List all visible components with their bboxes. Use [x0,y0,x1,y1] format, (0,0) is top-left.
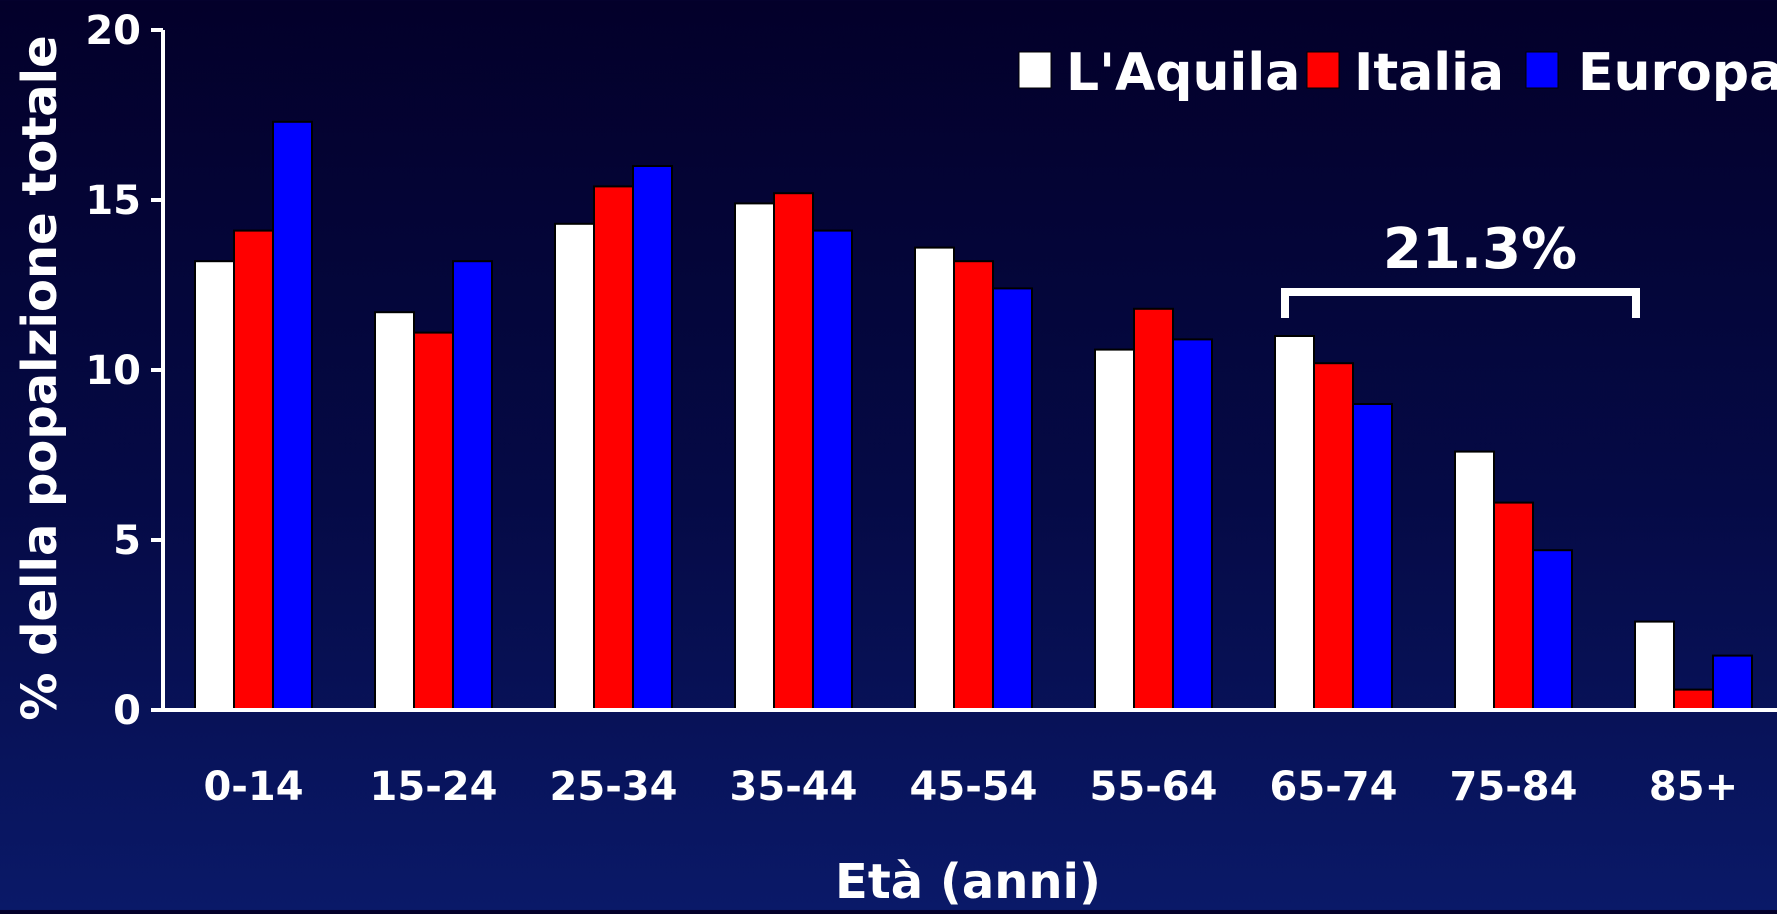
bar-laquila-55-64 [1094,348,1135,711]
bar-italia-75-84 [1493,501,1534,711]
bar-italia-55-64 [1133,307,1174,711]
x-category-label: 15-24 [370,764,498,810]
legend-label: Italia [1354,43,1504,103]
x-category-label: 55-64 [1090,764,1218,810]
bar-europa-75-84 [1532,549,1573,712]
x-category-label: 75-84 [1450,764,1578,810]
x-category-label: 35-44 [730,764,858,810]
legend-swatch-laquila [1018,51,1052,89]
bar-laquila-15-24 [374,311,415,711]
annotation-bracket-line [1281,288,1640,318]
legend-swatch-europa [1525,51,1559,89]
bar-laquila-0-14 [194,260,235,711]
y-tick-label: 10 [85,348,141,394]
x-category-label: 85+ [1649,764,1738,810]
bar-europa-55-64 [1172,338,1213,711]
bar-europa-0-14 [272,120,313,712]
bar-laquila-35-44 [734,202,775,711]
legend-label: Europa [1578,43,1777,103]
annotation-label: 21.3% [1383,217,1577,282]
x-category-label: 25-34 [550,764,678,810]
x-category-label: 0-14 [203,764,303,810]
y-tick-label: 0 [113,688,141,734]
bars-layer [194,120,1753,712]
legend: L'Aquila Italia Europa [1018,43,1777,103]
legend-label: L'Aquila [1066,43,1300,103]
y-tick-label: 15 [85,178,141,224]
y-tick-label: 5 [113,518,141,564]
legend-swatch-italia [1306,51,1340,89]
bar-laquila-25-34 [554,222,595,712]
bar-europa-45-54 [992,287,1033,711]
bar-europa-35-44 [812,229,853,711]
bar-italia-35-44 [773,192,814,711]
x-axis-title: Età (anni) [835,854,1101,910]
y-tick-label: 20 [85,8,141,54]
bar-europa-15-24 [452,260,493,711]
bar-laquila-85plus [1634,620,1675,711]
x-category-label: 45-54 [910,764,1038,810]
bar-laquila-75-84 [1454,450,1495,711]
bar-laquila-65-74 [1274,335,1315,711]
bar-europa-65-74 [1352,403,1393,711]
y-ticks: 0 5 10 15 20 [85,8,163,734]
bar-italia-15-24 [413,331,454,711]
bar-europa-25-34 [632,165,673,711]
bar-italia-45-54 [953,260,994,711]
bar-europa-85plus [1712,654,1753,711]
bar-italia-85plus [1673,688,1714,711]
bar-italia-0-14 [233,229,274,711]
x-category-label: 65-74 [1270,764,1398,810]
bar-laquila-45-54 [914,246,955,711]
x-category-labels: 0-14 15-24 25-34 35-44 45-54 55-64 65-74 75-84 8… [203,764,1738,810]
y-axis-title: % della popalzione totale [12,35,68,720]
bar-italia-65-74 [1313,362,1354,711]
annotation-bracket: 21.3% [1281,217,1640,318]
bar-italia-25-34 [593,185,634,711]
